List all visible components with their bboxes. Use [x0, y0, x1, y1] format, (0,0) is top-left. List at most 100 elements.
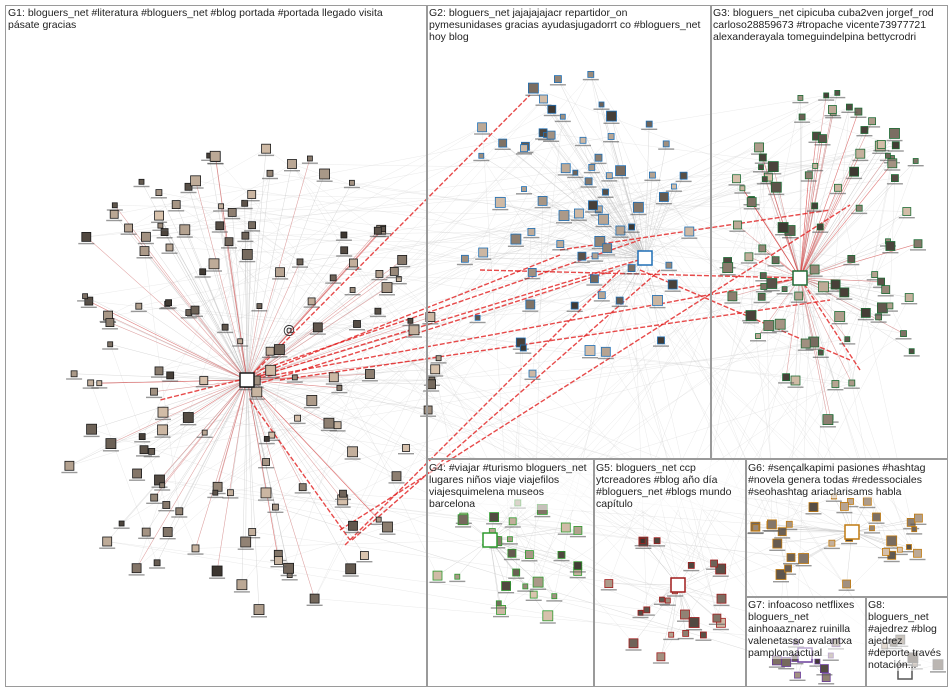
network-node [633, 201, 644, 213]
network-edge [176, 204, 728, 262]
network-node [70, 370, 78, 378]
network-edge [667, 557, 792, 601]
network-node [135, 302, 143, 310]
network-node [573, 526, 583, 535]
network-node [653, 537, 661, 545]
network-node [256, 303, 263, 310]
network-edge [230, 343, 806, 493]
node-caption [818, 683, 835, 685]
node-caption [778, 668, 795, 670]
node-caption [301, 162, 318, 164]
network-node [844, 336, 851, 343]
node-caption [217, 331, 234, 334]
network-edge [608, 583, 679, 586]
network-node [266, 169, 274, 177]
network-edge [128, 136, 612, 229]
node-caption [522, 310, 539, 312]
network-edge [291, 163, 345, 236]
network-edge [158, 305, 260, 372]
node-caption [901, 551, 917, 553]
node-caption [654, 603, 670, 605]
network-node [154, 210, 165, 221]
node-caption [644, 179, 661, 181]
node-caption [83, 435, 100, 438]
network-edge [377, 106, 850, 312]
node-caption [872, 152, 889, 154]
network-node [190, 305, 200, 315]
node-caption [556, 222, 572, 224]
node-caption [829, 96, 846, 99]
node-caption [776, 293, 793, 295]
network-edge [644, 175, 653, 259]
network-node [771, 256, 780, 265]
network-edge [402, 98, 544, 261]
network-edge [799, 175, 810, 279]
network-edge [799, 111, 859, 279]
node-caption [195, 386, 212, 388]
network-node [577, 251, 587, 261]
network-edge [249, 254, 561, 379]
node-caption [80, 306, 97, 308]
node-caption [765, 173, 782, 175]
network-edge [249, 399, 351, 541]
node-caption [207, 162, 224, 165]
network-edge [144, 251, 180, 512]
node-caption [827, 389, 844, 391]
node-caption [743, 208, 760, 210]
network-edge [88, 300, 248, 381]
node-caption [825, 117, 842, 119]
node-caption [774, 537, 791, 539]
network-node [508, 517, 517, 526]
node-caption [334, 506, 351, 508]
node-caption [525, 599, 542, 601]
node-caption [402, 324, 419, 327]
network-edge [108, 315, 248, 381]
network-node [904, 293, 914, 302]
node-caption [102, 348, 119, 350]
node-caption [582, 357, 598, 359]
network-node [558, 210, 570, 222]
network-node [811, 202, 819, 210]
network-node [179, 224, 191, 236]
network-edge [799, 136, 817, 279]
node-caption [221, 247, 237, 249]
network-node [105, 318, 115, 328]
network-node [688, 617, 700, 628]
network-edge [342, 493, 796, 659]
node-caption [498, 592, 515, 594]
network-edge [246, 379, 340, 389]
node-caption [525, 94, 542, 96]
network-edge [588, 181, 646, 259]
node-caption [597, 196, 614, 198]
network-node [868, 117, 876, 126]
network-node [645, 120, 653, 128]
node-caption [582, 78, 599, 81]
network-node [391, 471, 402, 482]
network-edge [246, 379, 429, 411]
network-node [579, 136, 587, 144]
node-caption [583, 171, 600, 174]
network-node [539, 94, 548, 104]
network-edge [661, 178, 896, 600]
network-node [881, 285, 891, 295]
network-node [602, 243, 613, 254]
network-edge [431, 106, 850, 381]
network-edge [644, 143, 667, 259]
node-caption [129, 479, 146, 481]
node-caption [603, 141, 620, 143]
node-caption [787, 386, 804, 388]
node-caption [658, 148, 675, 150]
network-edge [799, 111, 859, 279]
network-node [407, 317, 414, 324]
network-edge [851, 531, 900, 550]
node-caption [846, 177, 863, 180]
node-caption [827, 290, 844, 292]
network-edge [215, 156, 634, 644]
network-edge [557, 79, 873, 529]
network-edge [241, 379, 248, 585]
node-caption [593, 300, 610, 302]
network-edge [575, 172, 885, 646]
network-edge [151, 166, 762, 452]
node-caption [309, 333, 326, 335]
node-caption [524, 277, 541, 280]
